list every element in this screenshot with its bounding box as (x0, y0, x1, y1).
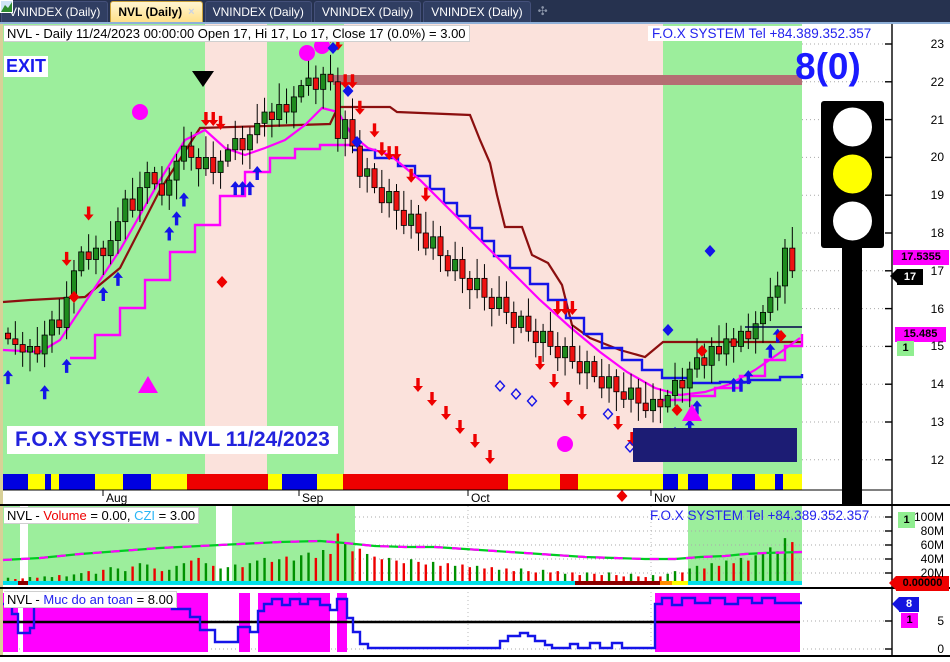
volume-axis-label: 60M (920, 538, 944, 552)
window-left-edge (0, 24, 3, 657)
price-axis-label: 23 (930, 37, 944, 51)
fox-system-contact-volume: F.O.X SYSTEM Tel +84.389.352.357 (650, 508, 870, 523)
sell-arrows (61, 28, 650, 464)
title-part: = 0.00, (86, 508, 135, 523)
title-part: CZI (134, 508, 156, 523)
chart-canvas (0, 24, 950, 657)
title-part: = 8.00 (132, 592, 174, 607)
trend-background-bands (3, 24, 802, 474)
volume-divider (0, 587, 950, 589)
fox-system-contact: F.O.X SYSTEM Tel +84.389.352.357 (648, 26, 876, 41)
stop-price-tag: 15.485 (895, 327, 946, 342)
traffic-light (821, 101, 884, 504)
price-axis-label: 15 (930, 339, 944, 354)
tabbar-menu-icon[interactable]: ✣ (537, 4, 548, 18)
volume-axis-label: 100M (913, 510, 944, 524)
date-axis (0, 489, 950, 506)
volume-bottom-strip (3, 581, 802, 585)
price-axis-label: 19 (930, 188, 944, 203)
month-label: Sep (302, 491, 324, 505)
title-part: Muc do an toan (43, 592, 133, 607)
month-label: Nov (654, 491, 676, 505)
safety-axis-label: 0 (937, 642, 944, 656)
fox-watermark: F.O.X SYSTEM - NVL 11/24/2023 (7, 426, 338, 454)
black-triangle-marker (192, 71, 214, 87)
volume-panel-title: NVL - Volume = 0.00, CZI = 3.00 (4, 507, 200, 524)
safety-panel-title: NVL - Muc do an toan = 8.00 (4, 591, 178, 608)
exit-signal-label: EXIT (4, 56, 49, 77)
tag-arrow (889, 576, 896, 590)
tab-nvl-daily-1[interactable]: NVL (Daily) × (0, 0, 203, 22)
title-part: Volume (43, 508, 87, 523)
price-axis-label: 14 (930, 377, 944, 392)
signal-box (633, 428, 797, 462)
safety-eight-tag: 8 (892, 597, 919, 612)
tab-vnindex-daily-0[interactable]: VNINDEX (Daily) (0, 0, 109, 22)
safety-line (3, 596, 802, 650)
tab-vnindex-daily-2[interactable]: VNINDEX (Daily) (0, 0, 312, 22)
price-axis-label: 18 (930, 226, 944, 240)
indicator-one-tag: 1 (897, 341, 914, 356)
red-diamond-markers (68, 275, 787, 503)
tab-label: VNINDEX (Daily) (321, 5, 414, 19)
bottom-border (0, 655, 950, 657)
volume-bars (6, 533, 794, 583)
price-axis-label: 22 (930, 74, 944, 89)
tab-label: VNINDEX (Daily) (431, 5, 523, 19)
tag-arrow (892, 597, 899, 611)
price-axis-label: 21 (930, 112, 944, 127)
price-axis-label: 20 (930, 150, 944, 165)
price-axis-label: 13 (930, 415, 944, 429)
magenta-triangle-markers (138, 376, 702, 421)
volume-zero-tag: 0.00000 (889, 576, 949, 591)
ema-price-tag: 17.5355 (893, 250, 949, 265)
price-panel-title: NVL - Daily 11/24/2023 00:00:00 Open 17,… (4, 25, 470, 42)
volume-one-tag: 1 (898, 512, 915, 528)
title-part: = 3.00 (155, 508, 196, 523)
resistance-bar (333, 75, 802, 85)
title-part: NVL - (7, 592, 44, 607)
tag-arrow (890, 269, 897, 283)
chart-icon (0, 0, 13, 13)
safety-one-tag: 1 (901, 613, 918, 628)
volume-axis-label: 80M (920, 524, 944, 538)
price-axis-label: 17 (930, 263, 944, 278)
safety-axis-label: 5 (937, 614, 944, 628)
tab-bar: VNINDEX (Daily) NVL (Daily) × VNINDEX (Dail… (0, 0, 950, 22)
tab-vnindex-daily-3[interactable]: VNINDEX (Daily) (0, 0, 422, 22)
tab-close-icon[interactable]: × (188, 6, 195, 18)
price-axis-label: 16 (930, 301, 944, 316)
tab-label: VNINDEX (Daily) (9, 5, 101, 19)
volume-axis-label: 40M (920, 552, 944, 566)
last-close-tag: 17 (890, 269, 923, 285)
title-part: NVL - (7, 508, 44, 523)
magenta-dot-markers (132, 38, 573, 452)
right-axis (885, 24, 893, 656)
price-axis-label: 12 (930, 452, 944, 467)
tab-vnindex-daily-4[interactable]: VNINDEX (Daily) (0, 0, 531, 22)
month-label: Oct (471, 491, 490, 505)
tabbar-separator (0, 22, 950, 24)
signal-count-label: 8(0) (795, 46, 861, 87)
tab-label: VNINDEX (Daily) (212, 5, 304, 19)
blue-trailing-line (352, 148, 804, 385)
candlesticks (5, 54, 796, 424)
volume-ma-line (2, 539, 803, 562)
tab-label: NVL (Daily) (118, 5, 183, 19)
volume-axis-label: 20M (920, 566, 944, 580)
signal-ribbon (3, 474, 802, 490)
month-label: Aug (106, 491, 128, 505)
volume-gridlines (355, 516, 892, 574)
